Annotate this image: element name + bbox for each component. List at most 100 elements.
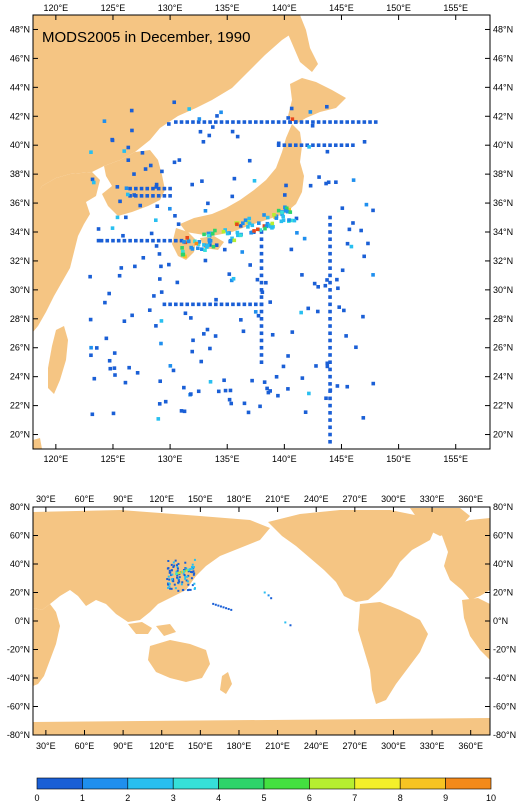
observation-cell <box>178 580 181 583</box>
colorbar-label: 4 <box>216 793 221 803</box>
observation-cell <box>154 244 159 248</box>
top-lat-label: 26°N <box>493 343 513 353</box>
observation-cell <box>328 338 332 343</box>
observation-cell <box>235 222 239 227</box>
bottom-lat-label: -60°N <box>493 702 516 712</box>
observation-cell <box>206 201 210 206</box>
observation-cell <box>154 182 159 187</box>
observation-cell <box>126 158 131 162</box>
observation-cell <box>227 397 232 402</box>
observation-cell <box>115 185 120 189</box>
kyushu-shikoku <box>172 228 224 260</box>
observation-cell <box>253 302 258 307</box>
observation-cell <box>168 206 172 211</box>
observation-cell <box>152 294 156 298</box>
observation-cell <box>172 566 175 569</box>
north-america <box>268 510 436 602</box>
observation-cell <box>162 302 167 307</box>
observation-cell <box>259 302 264 307</box>
observation-cell <box>168 569 171 572</box>
colorbar-labels: 0 1 2 3 4 5 6 7 8 9 10 <box>34 793 496 803</box>
observation-cell <box>104 336 109 341</box>
observation-cell <box>225 231 230 236</box>
china-coast <box>33 172 100 332</box>
observation-cell <box>282 120 287 124</box>
observation-cell <box>276 393 280 398</box>
bottom-lon-label: 120°E <box>149 494 174 504</box>
observation-cell <box>241 329 246 334</box>
observation-cell <box>345 241 350 246</box>
observation-cell <box>158 379 163 384</box>
observation-cell <box>208 243 212 247</box>
observation-cell <box>170 569 173 572</box>
observation-cell <box>185 567 188 570</box>
observation-cell <box>122 149 127 153</box>
observation-cell <box>242 401 247 406</box>
observation-cell <box>177 577 180 580</box>
observation-cell <box>134 238 138 243</box>
observation-cell <box>139 194 144 198</box>
observation-cell <box>328 237 332 242</box>
top-lat-label: 28°N <box>493 314 513 324</box>
observation-cell <box>371 273 375 277</box>
africa-east-edge <box>462 598 490 660</box>
observation-cell <box>371 208 375 213</box>
observation-cell <box>162 194 167 198</box>
bottom-lon-label: 60°E <box>75 494 95 504</box>
observation-cell <box>157 252 162 256</box>
observation-cell <box>158 277 162 281</box>
observation-cell <box>361 416 366 420</box>
observation-cell <box>259 317 264 321</box>
observation-cell <box>92 376 97 381</box>
observation-cell <box>328 432 332 437</box>
observation-cell <box>193 582 196 585</box>
observation-cell <box>193 572 196 575</box>
top-lon-label: 145°E <box>329 454 354 464</box>
observation-cell <box>185 569 188 572</box>
observation-cell <box>307 145 311 149</box>
observation-cell <box>189 245 193 250</box>
bottom-lon-label: 360°E <box>458 494 483 504</box>
observation-cell <box>191 120 195 124</box>
observation-cell <box>203 258 208 263</box>
colorbar-box <box>218 777 265 790</box>
observation-cell <box>328 302 332 307</box>
observation-cell <box>173 583 176 586</box>
observation-cell <box>288 210 293 214</box>
observation-cell <box>127 365 131 370</box>
observation-cell <box>222 378 226 383</box>
top-lon-label: 140°E <box>272 3 297 13</box>
observation-cell <box>328 143 332 147</box>
observation-cell <box>176 574 179 577</box>
observation-cell <box>276 141 281 146</box>
observation-cell <box>175 280 180 285</box>
observation-cell <box>271 120 275 124</box>
observation-cell <box>167 575 170 578</box>
observation-cell <box>171 578 174 581</box>
top-lat-label: 42°N <box>10 111 30 121</box>
observation-cell <box>236 302 241 307</box>
observation-cell <box>242 302 247 307</box>
observation-cell <box>213 334 218 338</box>
observation-cell <box>328 244 332 249</box>
observation-cell <box>160 169 164 174</box>
bottom-lat-label: -40°N <box>493 673 516 683</box>
top-lon-label: 125°E <box>101 3 126 13</box>
observation-cell <box>222 247 227 252</box>
top-lat-label: 48°N <box>493 24 513 34</box>
bottom-lat-label: 60°N <box>10 531 30 541</box>
observation-cell <box>281 218 286 223</box>
bottom-lon-label: 30°E <box>36 741 56 751</box>
observation-cell <box>191 584 194 587</box>
observation-cell <box>179 120 184 124</box>
observation-cell <box>202 232 206 237</box>
bottom-lat-label: -40°N <box>7 673 30 683</box>
antarctica <box>33 718 490 735</box>
observation-cell <box>168 238 172 243</box>
bottom-lon-label: 150°E <box>188 741 213 751</box>
observation-cell <box>159 319 164 323</box>
observation-cell <box>364 202 369 207</box>
observation-cell <box>191 338 195 343</box>
observation-cell <box>172 160 177 165</box>
top-lat-label: 34°N <box>493 227 513 237</box>
